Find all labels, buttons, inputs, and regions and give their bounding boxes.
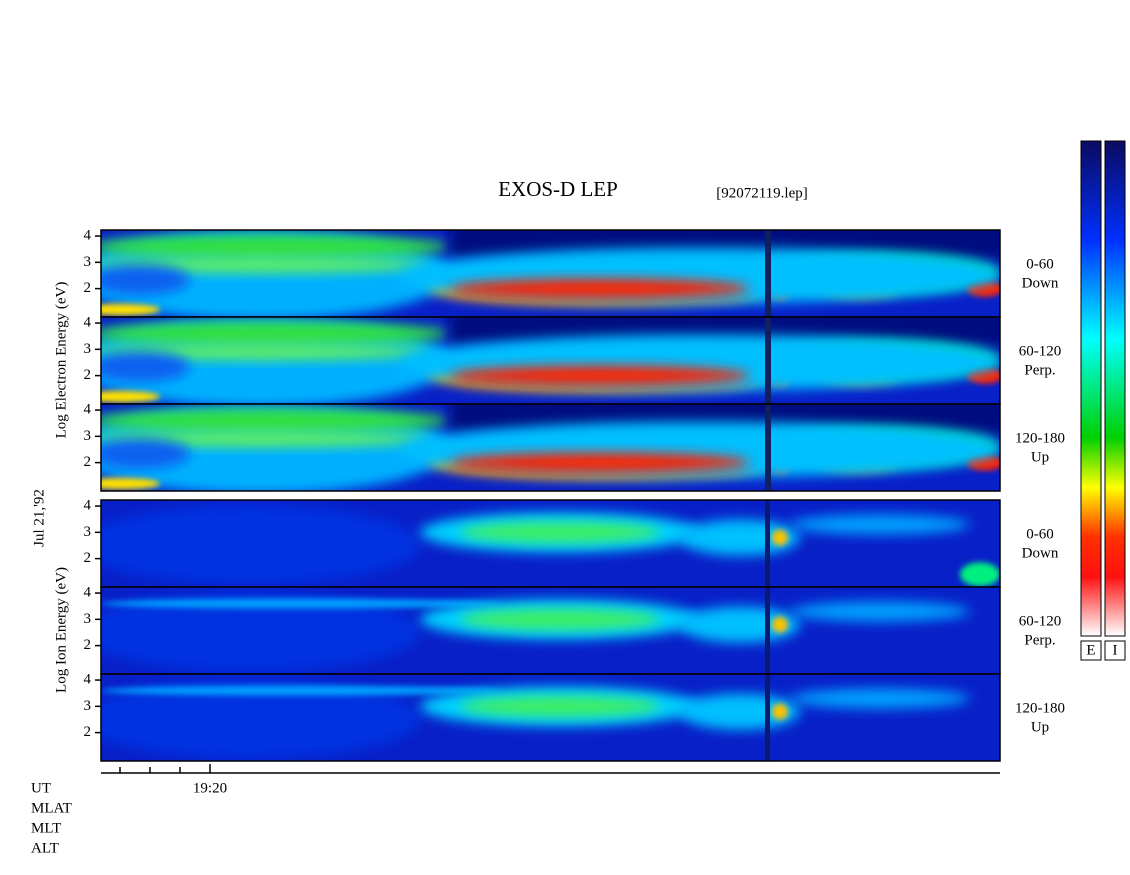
y-tick-label: 4	[84, 401, 92, 417]
y-tick-label: 2	[84, 367, 92, 383]
flux	[101, 430, 430, 447]
flux	[101, 598, 500, 609]
y-tick-label: 4	[84, 314, 92, 330]
panel-angle: 60-120	[1019, 613, 1062, 629]
flux	[101, 303, 160, 316]
flux	[450, 452, 750, 473]
colorbar	[1104, 140, 1126, 637]
row-label: MLT	[31, 820, 61, 836]
y-axis-label: Log Electron Energy (eV)	[53, 282, 69, 439]
spectrogram	[101, 230, 1000, 317]
y-tick-label: 3	[84, 428, 92, 444]
flux	[772, 529, 788, 546]
y-tick-label: 2	[84, 280, 92, 296]
spectrogram-panel: 2 3 4	[84, 584, 1001, 675]
colorbar-label-box	[1080, 640, 1102, 661]
dark-stripe	[765, 500, 770, 587]
flux	[101, 679, 420, 759]
y-tick-label: 3	[84, 341, 92, 357]
y-axis-label: Log Ion Energy (eV)	[53, 567, 69, 693]
panel-direction: Down	[1022, 275, 1059, 291]
row-label: UT	[31, 780, 51, 796]
panel-angle: 60-120	[1019, 343, 1062, 359]
spectrogram	[101, 317, 1000, 404]
flux	[790, 514, 970, 535]
spectrogram	[101, 587, 1000, 674]
colorbar-label-box	[1104, 640, 1126, 661]
flux	[101, 352, 190, 382]
flux	[772, 703, 788, 720]
flux	[460, 522, 660, 543]
panel-angle: 120-180	[1015, 430, 1065, 446]
flux	[101, 256, 430, 273]
panel-angle: 120-180	[1015, 700, 1065, 716]
flux	[450, 278, 750, 299]
spectrogram-panel: 2 3 4	[84, 497, 1001, 588]
y-tick-label: 3	[84, 524, 92, 540]
panel-frame	[100, 403, 1001, 492]
y-tick-label: 2	[84, 724, 92, 740]
colorbar-label: I	[1113, 642, 1118, 658]
flux	[101, 234, 450, 259]
flux	[772, 616, 788, 633]
y-tick-label: 2	[84, 637, 92, 653]
flux	[101, 685, 500, 696]
row-label: MLAT	[31, 800, 72, 816]
colorbar-label: E	[1086, 642, 1095, 658]
dark-stripe	[765, 404, 771, 491]
y-tick-label: 4	[84, 497, 92, 513]
flux	[450, 365, 750, 386]
flux	[101, 592, 420, 672]
chart-title: EXOS-D LEP	[498, 177, 618, 201]
flux	[790, 601, 970, 622]
y-tick-label: 4	[84, 584, 92, 600]
y-tick-label: 4	[84, 227, 92, 243]
flux	[101, 265, 190, 295]
dark-stripe	[765, 587, 770, 674]
panel-direction: Up	[1031, 449, 1049, 465]
flux	[101, 321, 450, 346]
date-label: Jul 21,'92	[31, 489, 47, 547]
flux	[101, 390, 160, 403]
y-tick-label: 2	[84, 454, 92, 470]
dark-stripe	[765, 230, 771, 317]
y-tick-label: 4	[84, 671, 92, 687]
flux	[460, 609, 660, 630]
spectrogram-panel: 2 3 4	[84, 401, 1001, 492]
panel-direction: Down	[1022, 545, 1059, 561]
panel-direction: Up	[1031, 719, 1049, 735]
spectrogram	[101, 404, 1000, 491]
y-tick-label: 3	[84, 611, 92, 627]
x-tick-label: 19:20	[193, 780, 227, 796]
flux	[101, 439, 190, 469]
flux	[101, 477, 160, 490]
spectrogram-panel: 2 3 4	[84, 671, 1001, 762]
colorbar	[1080, 140, 1102, 637]
spectrogram	[101, 674, 1000, 761]
panel-direction: Perp.	[1024, 362, 1055, 378]
y-tick-label: 2	[84, 550, 92, 566]
panel-angle: 0-60	[1026, 526, 1054, 542]
y-tick-label: 3	[84, 254, 92, 270]
dark-stripe	[765, 674, 770, 761]
row-label: ALT	[31, 840, 59, 856]
y-tick-label: 3	[84, 698, 92, 714]
spectrogram	[101, 500, 1000, 587]
dark-stripe	[765, 317, 771, 404]
flux	[960, 562, 1000, 587]
spectrogram-panel: 2 3 4	[84, 314, 1001, 405]
flux	[790, 688, 970, 709]
panel-frame	[100, 673, 1001, 762]
spectrogram-panel: 2 3 4	[84, 227, 1001, 318]
flux	[101, 343, 430, 360]
file-name: [92072119.lep]	[716, 185, 808, 201]
flux	[101, 408, 450, 433]
flux	[101, 505, 420, 585]
flux	[460, 696, 660, 717]
panel-direction: Perp.	[1024, 632, 1055, 648]
panel-angle: 0-60	[1026, 256, 1054, 272]
